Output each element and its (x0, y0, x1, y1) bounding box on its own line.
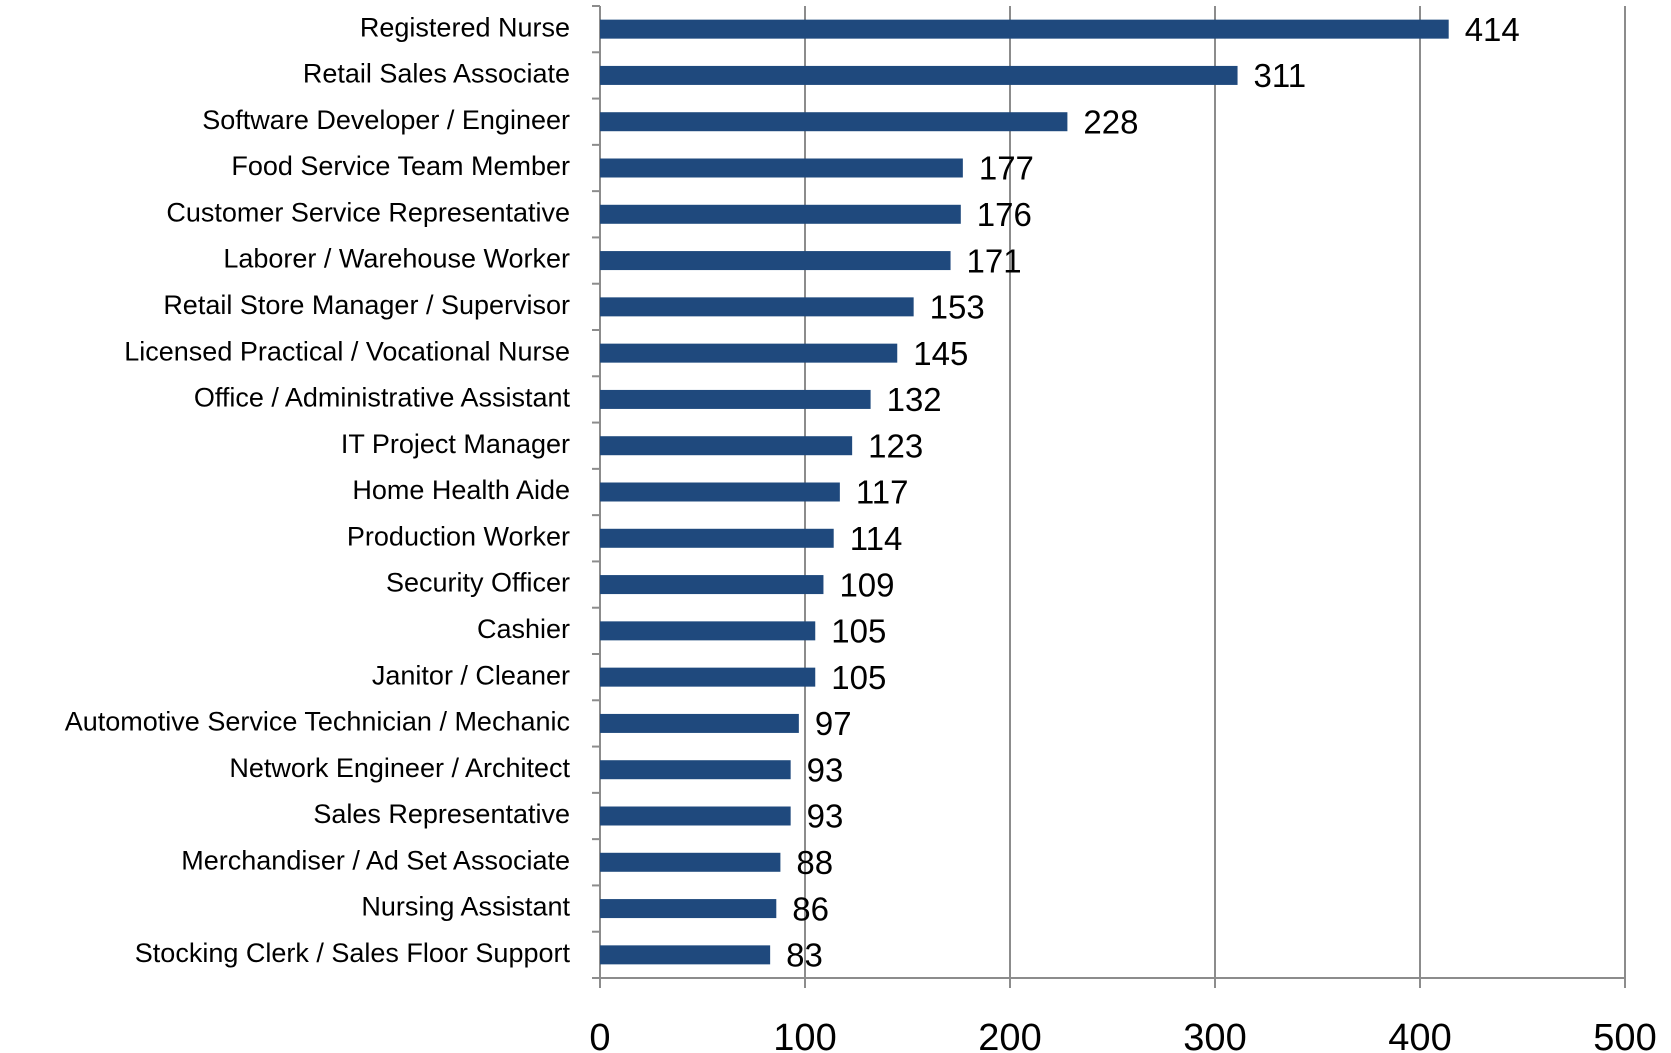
bar (600, 112, 1068, 132)
bar (600, 65, 1238, 85)
value-label: 88 (796, 844, 833, 881)
bar (600, 945, 771, 965)
category-label: Cashier (477, 614, 570, 644)
bar (600, 806, 791, 826)
x-tick-label: 200 (978, 1017, 1041, 1053)
value-label: 177 (979, 150, 1034, 187)
category-label: Merchandiser / Ad Set Associate (181, 845, 570, 875)
bar (600, 343, 898, 363)
category-label: Automotive Service Technician / Mechanic (65, 707, 570, 737)
category-label: Home Health Aide (352, 475, 570, 505)
bar (600, 713, 799, 733)
value-label: 311 (1254, 57, 1307, 94)
category-label: Laborer / Warehouse Worker (223, 244, 570, 274)
x-tick-label: 400 (1388, 1017, 1451, 1053)
value-label: 105 (831, 659, 886, 696)
x-tick-label: 100 (773, 1017, 836, 1053)
category-label: Stocking Clerk / Sales Floor Support (135, 938, 571, 968)
bar (600, 251, 951, 271)
category-label: Network Engineer / Architect (229, 753, 570, 783)
bar (600, 528, 834, 548)
value-label: 105 (831, 613, 886, 650)
bar (600, 667, 816, 687)
value-label: 114 (850, 520, 903, 557)
category-label: Janitor / Cleaner (372, 660, 570, 690)
bar (600, 297, 914, 317)
value-label: 86 (792, 890, 829, 927)
value-label: 117 (856, 474, 909, 511)
category-label: Software Developer / Engineer (202, 105, 570, 135)
value-label: 83 (786, 937, 823, 974)
value-label: 123 (868, 427, 923, 464)
bar (600, 621, 816, 641)
bar (600, 852, 781, 872)
value-label: 109 (839, 566, 894, 603)
category-label: Office / Administrative Assistant (194, 383, 571, 413)
value-label: 132 (887, 381, 942, 418)
category-label: Security Officer (386, 568, 570, 598)
value-label: 93 (807, 751, 844, 788)
x-tick-label: 0 (589, 1017, 610, 1053)
value-label: 97 (815, 705, 852, 742)
bar (600, 482, 840, 502)
value-label: 145 (913, 335, 968, 372)
category-label: Customer Service Representative (166, 197, 570, 227)
bar (600, 389, 871, 409)
category-label: Retail Sales Associate (303, 59, 570, 89)
category-label: Nursing Assistant (361, 892, 570, 922)
bar (600, 899, 777, 919)
bar (600, 158, 963, 178)
category-label: Licensed Practical / Vocational Nurse (124, 336, 570, 366)
bar (600, 436, 853, 456)
category-label: Retail Store Manager / Supervisor (163, 290, 570, 320)
x-tick-label: 500 (1593, 1017, 1656, 1053)
category-label: Sales Representative (313, 799, 570, 829)
value-label: 176 (977, 196, 1032, 233)
value-label: 171 (967, 242, 1022, 279)
category-label: Production Worker (347, 521, 570, 551)
category-label: Registered Nurse (360, 12, 570, 42)
bar (600, 204, 961, 224)
value-label: 228 (1083, 103, 1138, 140)
category-label: IT Project Manager (341, 429, 570, 459)
bar (600, 760, 791, 780)
x-tick-label: 300 (1183, 1017, 1246, 1053)
category-label: Food Service Team Member (231, 151, 570, 181)
value-label: 93 (807, 798, 844, 835)
value-label: 153 (930, 289, 985, 326)
bar (600, 19, 1449, 39)
bar (600, 575, 824, 595)
value-label: 414 (1465, 11, 1520, 48)
